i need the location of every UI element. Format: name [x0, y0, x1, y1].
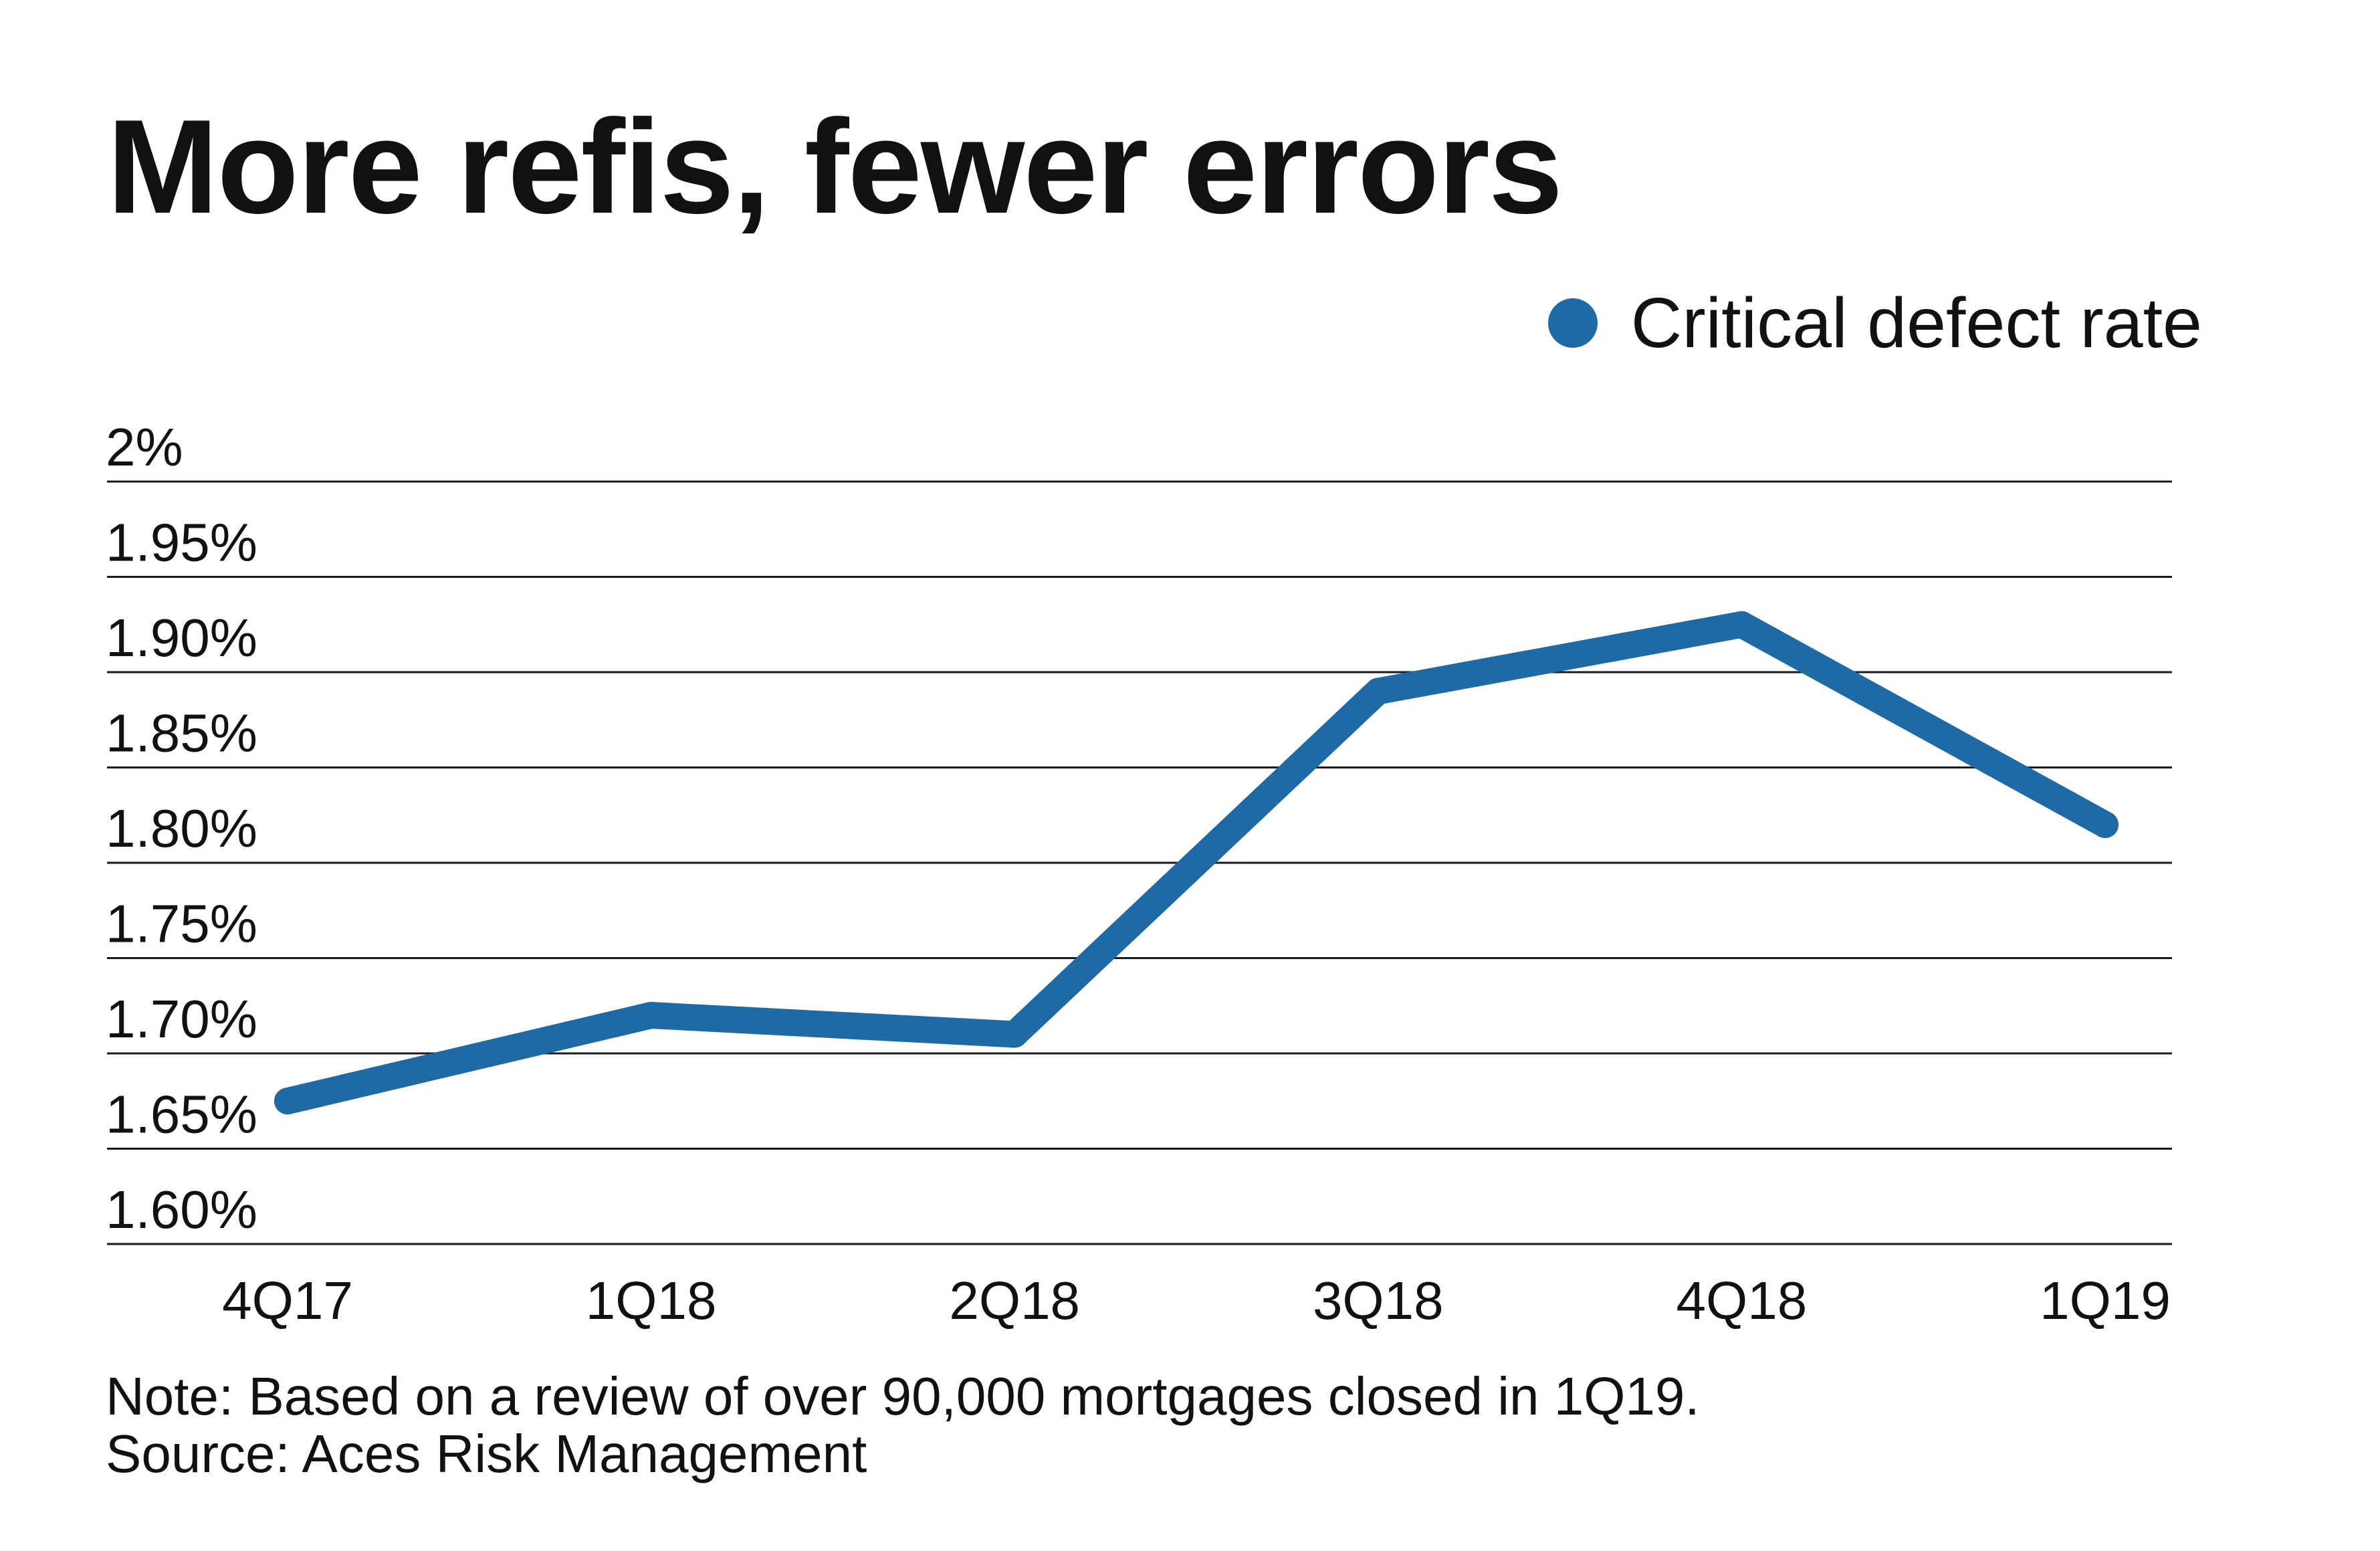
chart-title: More refis, fewer errors	[107, 92, 1563, 241]
x-tick-label-1q18: 1Q18	[586, 1271, 717, 1330]
y-tick-label-1-95: 1.95%	[106, 513, 257, 573]
x-axis-tick-labels: 4Q17 1Q18 2Q18 3Q18 4Q18 1Q19	[222, 1271, 2171, 1330]
x-tick-label-4q18: 4Q18	[1676, 1271, 1808, 1330]
y-tick-label-1-75: 1.75%	[106, 894, 257, 954]
x-tick-label-4q17: 4Q17	[222, 1271, 353, 1330]
x-tick-label-3q18: 3Q18	[1313, 1271, 1444, 1330]
y-tick-label-1-65: 1.65%	[106, 1085, 257, 1144]
data-point-1q18	[637, 1002, 665, 1029]
chart-source: Source: Aces Risk Management	[106, 1424, 867, 1483]
y-tick-label-1-80: 1.80%	[106, 799, 257, 858]
y-tick-label-1-85: 1.85%	[106, 704, 257, 763]
x-tick-label-1q19: 1Q19	[2040, 1271, 2171, 1330]
data-point-3q18	[1364, 678, 1392, 705]
legend-label-critical-defect-rate: Critical defect rate	[1630, 284, 2202, 363]
data-point-4q17	[274, 1088, 301, 1115]
data-point-1q19	[2092, 811, 2119, 838]
y-tick-label-1-90: 1.90%	[106, 608, 257, 667]
y-tick-label-1-60: 1.60%	[106, 1180, 257, 1239]
series-lines	[274, 611, 2119, 1115]
data-point-4q18	[1728, 611, 1755, 638]
y-tick-label-1-70: 1.70%	[106, 989, 257, 1049]
gridlines	[107, 480, 2172, 1245]
chart-legend: Critical defect rate	[1547, 284, 2202, 363]
chart-note: Note: Based on a review of over 90,000 m…	[106, 1366, 1700, 1426]
x-tick-label-2q18: 2Q18	[949, 1271, 1080, 1330]
y-axis-tick-labels: 2% 1.95% 1.90% 1.85% 1.80% 1.75% 1.70% 1.65% 1.6…	[106, 417, 257, 1239]
legend-swatch-critical-defect-rate	[1547, 298, 1598, 348]
series-line-critical-defect-rate	[274, 611, 2119, 1115]
data-point-2q18	[1001, 1021, 1029, 1048]
y-tick-label-2: 2%	[106, 417, 183, 477]
